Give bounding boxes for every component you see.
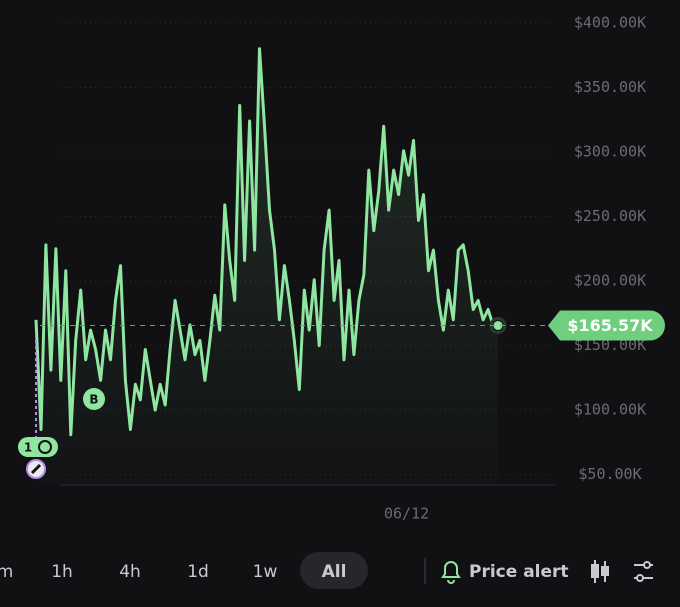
x-tick-label: 06/12 [384,505,429,523]
y-tick-label: $250.00K [574,207,646,225]
y-tick-label: $150.00K [574,336,646,354]
y-tick-label: $50.00K [578,465,641,483]
interval-button[interactable]: 1h [51,562,73,582]
price-line [34,47,499,437]
interval-button[interactable]: 4h [119,562,141,582]
marker-b [83,388,105,410]
price-tag [548,310,666,341]
y-tick-label: $200.00K [574,272,646,290]
y-tick-label: $100.00K [574,401,646,419]
bell-icon[interactable] [441,561,461,584]
last-point-dot [493,321,503,331]
interval-button[interactable]: 1d [187,562,209,582]
price-alert-button[interactable]: Price alert [469,562,569,582]
settings-icon[interactable] [634,561,653,582]
wallet-icon-mark [30,463,42,475]
marker-b-label: B [89,393,98,407]
y-tick-label: $300.00K [574,142,646,160]
y-tick-label: $400.00K [574,13,646,31]
candles-icon[interactable] [591,560,609,583]
interval-button[interactable]: All [322,562,347,582]
active-pill [300,552,368,589]
interval-button[interactable]: m [0,562,13,582]
marker-1-ring [38,440,52,454]
interval-button[interactable]: 1w [253,562,278,582]
marker-1-label: 1 [24,441,32,455]
price-tag-label: $165.57K [567,316,653,335]
y-tick-label: $350.00K [574,78,646,96]
toolbar: m 1h 4h 1d 1w All Price alert [0,552,653,589]
